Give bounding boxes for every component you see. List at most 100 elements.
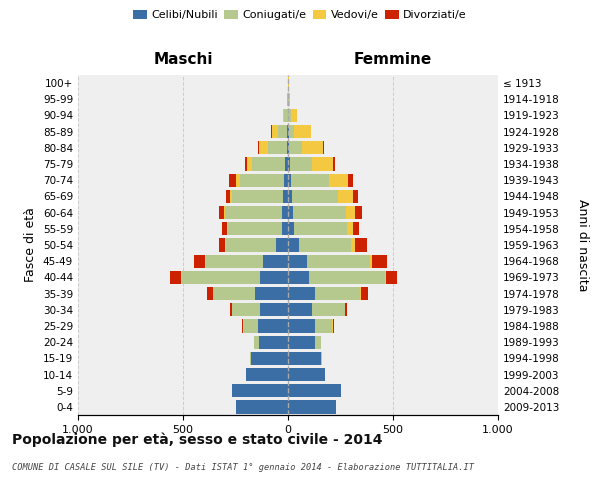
Bar <box>230 190 232 203</box>
Bar <box>290 109 297 122</box>
Bar <box>240 174 284 187</box>
Bar <box>288 141 289 154</box>
Text: Maschi: Maschi <box>153 52 213 68</box>
Bar <box>242 320 244 332</box>
Bar <box>284 109 287 122</box>
Bar <box>206 287 213 300</box>
Bar <box>345 303 347 316</box>
Bar <box>251 158 285 170</box>
Bar <box>351 238 355 252</box>
Bar <box>284 174 288 187</box>
Bar <box>312 158 333 170</box>
Bar <box>294 222 347 235</box>
Bar <box>235 400 288 413</box>
Bar <box>213 287 214 300</box>
Bar <box>170 270 181 284</box>
Bar <box>285 158 288 170</box>
Bar <box>282 206 288 220</box>
Bar <box>283 190 288 203</box>
Bar <box>288 270 309 284</box>
Bar <box>347 222 353 235</box>
Bar <box>214 287 256 300</box>
Bar <box>316 336 320 349</box>
Bar <box>291 174 329 187</box>
Bar <box>299 238 351 252</box>
Bar <box>320 352 322 365</box>
Bar <box>263 254 288 268</box>
Text: Femmine: Femmine <box>354 52 432 68</box>
Bar <box>372 254 387 268</box>
Bar <box>288 287 316 300</box>
Bar <box>278 125 287 138</box>
Bar <box>251 352 288 365</box>
Bar <box>309 270 385 284</box>
Bar <box>256 287 288 300</box>
Bar <box>288 238 299 252</box>
Bar <box>287 92 288 106</box>
Bar <box>289 92 290 106</box>
Bar <box>288 206 293 220</box>
Bar <box>288 174 291 187</box>
Bar <box>332 320 334 332</box>
Bar <box>232 303 260 316</box>
Bar <box>272 125 278 138</box>
Bar <box>260 303 288 316</box>
Bar <box>294 125 311 138</box>
Bar <box>289 109 290 122</box>
Bar <box>288 125 289 138</box>
Bar <box>353 190 358 203</box>
Bar <box>246 368 288 381</box>
Bar <box>288 352 320 365</box>
Text: COMUNE DI CASALE SUL SILE (TV) - Dati ISTAT 1° gennaio 2014 - Elaborazione TUTTI: COMUNE DI CASALE SUL SILE (TV) - Dati IS… <box>12 462 474 471</box>
Bar <box>289 141 302 154</box>
Bar <box>287 141 288 154</box>
Bar <box>232 190 283 203</box>
Bar <box>226 238 277 252</box>
Bar <box>292 190 338 203</box>
Bar <box>182 270 260 284</box>
Bar <box>288 400 337 413</box>
Bar <box>247 158 251 170</box>
Bar <box>307 254 370 268</box>
Bar <box>355 206 361 220</box>
Bar <box>206 254 263 268</box>
Bar <box>348 174 353 187</box>
Bar <box>257 320 288 332</box>
Bar <box>329 174 348 187</box>
Bar <box>316 320 332 332</box>
Bar <box>320 336 321 349</box>
Bar <box>316 287 361 300</box>
Bar <box>226 190 230 203</box>
Bar <box>235 174 240 187</box>
Bar <box>283 109 284 122</box>
Bar <box>250 352 251 365</box>
Bar <box>355 238 367 252</box>
Bar <box>244 320 257 332</box>
Bar <box>277 238 288 252</box>
Y-axis label: Fasce di età: Fasce di età <box>25 208 37 282</box>
Bar <box>229 174 235 187</box>
Bar <box>259 141 268 154</box>
Bar <box>289 125 294 138</box>
Bar <box>224 206 225 220</box>
Bar <box>268 141 287 154</box>
Legend: Celibi/Nubili, Coniugati/e, Vedovi/e, Divorziati/e: Celibi/Nubili, Coniugati/e, Vedovi/e, Di… <box>129 6 471 25</box>
Bar <box>218 238 225 252</box>
Bar <box>227 222 228 235</box>
Bar <box>225 206 282 220</box>
Bar <box>225 238 226 252</box>
Bar <box>386 270 397 284</box>
Bar <box>288 222 294 235</box>
Bar <box>312 303 344 316</box>
Bar <box>222 222 227 235</box>
Bar <box>361 287 368 300</box>
Bar <box>205 254 206 268</box>
Bar <box>260 270 288 284</box>
Bar <box>288 254 307 268</box>
Bar <box>288 303 312 316</box>
Bar <box>288 368 325 381</box>
Bar <box>302 141 323 154</box>
Bar <box>338 190 353 203</box>
Bar <box>288 158 290 170</box>
Bar <box>228 222 282 235</box>
